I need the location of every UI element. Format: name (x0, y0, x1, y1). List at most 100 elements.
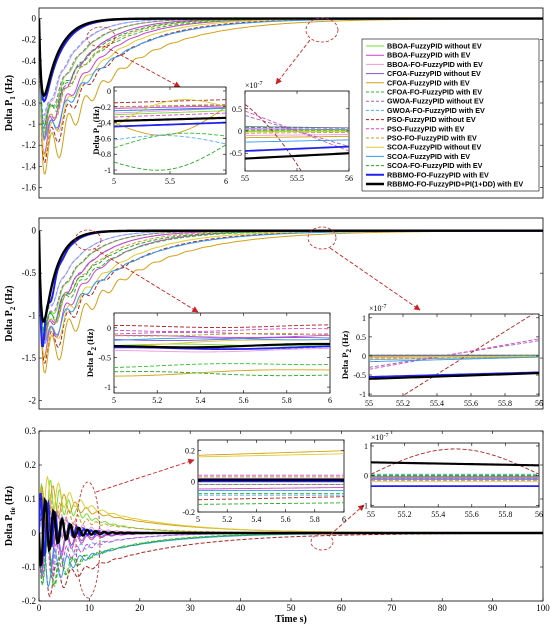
mid-ytick-label-0: 0 (32, 226, 37, 236)
bot-ylabel: Delta Ptie (Hz) (4, 486, 17, 546)
mid-inset-1-series-1 (114, 334, 330, 338)
bot-xtick-label-1: 10 (85, 603, 95, 613)
legend-entry-15: RBBMO-FO-FuzzyPID+PI(1+DD) with EV (387, 180, 523, 189)
mid-series-line-15 (39, 229, 543, 323)
legend-entry-13: SCOA-FO-FuzzyPID with EV (387, 161, 483, 170)
top-inset-2-series-10 (245, 131, 349, 134)
legend-box (361, 38, 540, 192)
top-inset-1-series-11 (114, 99, 226, 127)
mid-inset-1-series-15 (114, 342, 330, 349)
top-inset-2-series-14 (245, 145, 349, 152)
mid-inset-2-xtick-label-0: 55 (365, 399, 373, 408)
mid-inset-2-xtick-label-3: 55.6 (464, 399, 478, 408)
bot-series-line-15 (39, 496, 543, 567)
bot-inset-1-series-4 (198, 450, 344, 456)
mid-inset-1-xtick-label-3: 5.6 (239, 396, 249, 405)
top-zoom-arrow-1 (103, 45, 181, 88)
mid-inset-2-xtick-label-1: 55.2 (396, 399, 410, 408)
bot-xtick-label-8: 80 (438, 603, 448, 613)
mid-inset-1-series-9 (114, 328, 330, 333)
mid-inset-1-xtick-label-2: 5.4 (195, 396, 205, 405)
top-ytick-label-3: -0.6 (22, 77, 37, 87)
bot-ytick-label-1: 0.2 (25, 460, 36, 470)
bot-inset-1-axes (197, 439, 345, 513)
mid-inset-1-series-10 (114, 332, 330, 337)
top-ytick-label-8: -1.6 (22, 182, 37, 192)
bot-inset-2-series-15 (371, 461, 539, 467)
top-ytick-label-2: -0.4 (22, 56, 37, 66)
top-inset-1-ytick-label-3: -0.6 (98, 134, 111, 143)
bot-inset-1-xtick-label-0: 5 (196, 515, 200, 524)
mid-inset-1-axes (113, 312, 331, 394)
bot-inset-1: 0.2 0 -0.25 5.2 5.4 5.6 5.8 6 (182, 439, 346, 524)
mid-ytick-label-1: -0.5 (22, 268, 37, 278)
top-inset-1-ytick-label-0: 0 (107, 87, 111, 96)
bot-xtick-label-3: 30 (186, 603, 196, 613)
top-inset-1-series-12 (114, 107, 226, 112)
bot-inset-1-series-1 (198, 487, 344, 490)
top-inset-1-ytick-label-2: -0.4 (98, 119, 111, 128)
mid-inset-2-exponent: ×10-7 (369, 304, 387, 313)
top-inset-2-xtick-label-2: 56 (345, 174, 353, 183)
top-inset-1-series-10 (114, 103, 226, 108)
mid-inset-1-series-8 (114, 324, 330, 328)
mid-inset-2: 1 0.5 0 -0.5 -155 55.2 55.4 55.6 55.8 56 Delta P2 … (340, 304, 543, 408)
legend-entry-8: PSO-FuzzyPID without EV (387, 115, 476, 124)
mid-inset-1-ytick-label-1: -0.5 (98, 353, 111, 362)
top-inset-2-series-12 (245, 139, 349, 143)
top-inset-2-series-15 (245, 152, 349, 160)
mid-inset-1-xtick-label-5: 6 (328, 396, 332, 405)
mid-ytick-label-3: -1.5 (22, 353, 37, 363)
legend-entry-0: BBOA-FuzzyPID without EV (387, 42, 482, 51)
bot-xtick-label-7: 70 (387, 603, 397, 613)
mid-inset-1-xtick-label-0: 5 (112, 396, 116, 405)
legend-entry-4: CFOA-FuzzyPID with EV (387, 78, 470, 87)
mid-inset-1-series-0 (114, 343, 330, 347)
top-zoom-circle-1 (86, 26, 116, 48)
mid-inset-1-series-3 (114, 337, 330, 341)
top-inset-1-xtick-label-0: 5 (112, 177, 116, 186)
bot-xtick-label-5: 50 (287, 603, 297, 613)
mid-inset-1-ytick-label-0: 0 (107, 324, 111, 333)
top-inset-1-series-14 (114, 121, 226, 128)
mid-inset-1-xtick-label-1: 5.2 (152, 396, 162, 405)
bot-inset-1-ytick-label-1: 0 (191, 477, 195, 486)
mid-inset-1-series-6 (114, 331, 330, 335)
top-inset-2-ytick-label-1: 0 (238, 127, 242, 136)
bot-inset-1-xtick-label-2: 5.4 (251, 515, 261, 524)
bot-inset-1-series-13 (198, 502, 344, 505)
bot-inset-2-xtick-label-0: 55 (367, 510, 375, 519)
bot-zoom-circle-1 (75, 481, 101, 599)
bot-zoom-circle-2 (310, 533, 334, 551)
top-inset-2-xtick-label-0: 55 (241, 174, 249, 183)
mid-inset-2-xtick-label-5: 56 (535, 399, 543, 408)
bot-inset-1-xtick-label-5: 6 (342, 515, 346, 524)
mid-inset-2-series-9 (369, 338, 539, 370)
bot-xtick-label-9: 90 (488, 603, 498, 613)
top-inset-1-series-9 (114, 112, 226, 118)
bot-ytick-label-2: 0.1 (25, 494, 36, 504)
mid-inset-2-xtick-label-2: 55.4 (430, 399, 444, 408)
mid-inset-2-series-15 (369, 372, 539, 380)
mid-zoom-circle-1 (74, 229, 102, 251)
mid-inset-2-xtick-label-4: 55.8 (498, 399, 512, 408)
top-inset-1-ytick-label-5: -1 (104, 166, 111, 175)
legend-entry-11: SCOA-FuzzyPID without EV (387, 143, 481, 152)
legend-entry-12: SCOA-FuzzyPID with EV (387, 152, 470, 161)
top-inset-2-series-3 (245, 126, 349, 129)
top-inset-1-ytick-label-4: -0.8 (98, 150, 111, 159)
bot-inset-1-xtick-label-3: 5.6 (281, 515, 291, 524)
top-inset-1: 0 -0.2 -0.4 -0.6 -0.8 -15 5.5 6 Delta P1 (Hz) (91, 86, 228, 186)
bot-inset-2: 1 0 -155 55.2 55.4 55.6 55.8 56 ×10-7 (361, 433, 543, 519)
top-inset-2-series-9 (245, 110, 349, 152)
bot-inset-2-ytick-label-2: -1 (361, 502, 368, 511)
top-ytick-label-1: -0.2 (22, 35, 36, 45)
mid-inset-2-series-12 (369, 356, 539, 363)
top-inset-2-series-2 (245, 134, 349, 136)
mid-inset-1-series-5 (114, 363, 330, 368)
legend-entry-1: BBOA-FuzzyPID with EV (387, 51, 471, 60)
mid-inset-1-xtick-label-4: 5.8 (282, 396, 292, 405)
top-inset-1-series-5 (114, 132, 226, 149)
mid-zoom-circle-2 (307, 226, 337, 250)
